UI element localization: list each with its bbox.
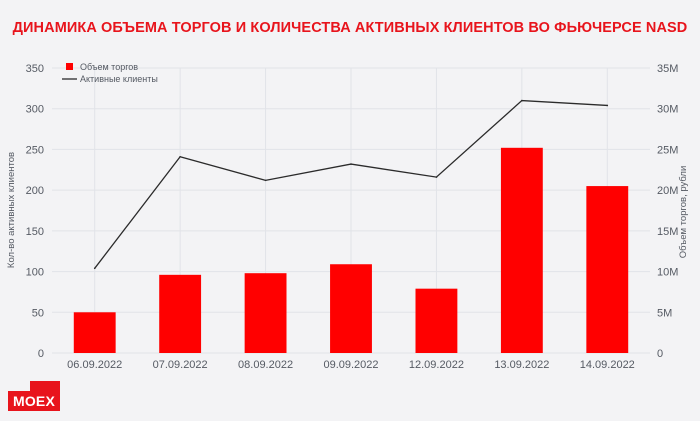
right-tick-label: 35M [657,63,678,75]
x-tick-label: 08.09.2022 [238,359,293,371]
right-tick-label: 5M [657,307,672,319]
right-tick-label: 30M [657,104,678,116]
x-tick-label: 09.09.2022 [323,359,378,371]
logo-text: MOEX [8,391,60,411]
x-tick-label: 13.09.2022 [494,359,549,371]
left-tick-label: 200 [26,185,44,197]
x-tick-label: 14.09.2022 [580,359,635,371]
legend[interactable]: Объем торгов Активные клиенты [62,62,158,84]
left-axis-title: Кол-во активных клиентов [6,152,17,268]
legend-swatch-volume [66,63,73,70]
line-point [435,176,438,178]
line-point [93,267,96,270]
left-tick-label: 0 [38,348,44,360]
line-point [264,179,267,182]
right-tick-label: 25M [657,144,678,156]
right-axis-title: Объем торгов, рубли [678,166,689,258]
bar-volume [500,147,543,353]
line-point [350,163,352,165]
right-axis-ticks: 0 5M 10M 15M 20M 25M 30M 35M [657,63,678,360]
moex-logo: MOEX [8,381,60,411]
left-tick-label: 150 [26,226,44,238]
left-tick-label: 350 [26,63,44,75]
line-point [179,155,181,158]
bar-volume [586,186,629,353]
bar-volume [244,273,287,353]
x-axis-ticks: 06.09.2022 07.09.2022 08.09.2022 09.09.2022… [67,359,635,371]
left-axis-ticks: 0 50 100 150 200 250 300 350 [26,63,44,360]
logo-block [30,381,60,394]
x-tick-label: 12.09.2022 [409,359,464,371]
left-tick-label: 250 [26,144,44,156]
right-tick-label: 15M [657,226,678,238]
bar-volume [159,274,202,353]
x-tick-label: 07.09.2022 [153,359,208,371]
line-series [93,99,609,270]
bar-volume [415,288,458,353]
line-point [606,104,609,107]
legend-label-volume[interactable]: Объем торгов [80,62,138,72]
left-tick-label: 50 [32,307,44,319]
right-tick-label: 20M [657,185,678,197]
right-tick-label: 10M [657,267,678,279]
right-tick-label: 0 [657,348,663,360]
bar-volume [73,312,116,353]
left-tick-label: 300 [26,104,44,116]
line-point [521,99,523,102]
x-tick-label: 06.09.2022 [67,359,122,371]
chart-title: ДИНАМИКА ОБЪЕМА ТОРГОВ И КОЛИЧЕСТВА АКТИ… [12,20,688,36]
bars [73,147,629,353]
bar-volume [330,264,372,353]
left-tick-label: 100 [26,267,44,279]
legend-label-clients[interactable]: Активные клиенты [80,74,158,84]
